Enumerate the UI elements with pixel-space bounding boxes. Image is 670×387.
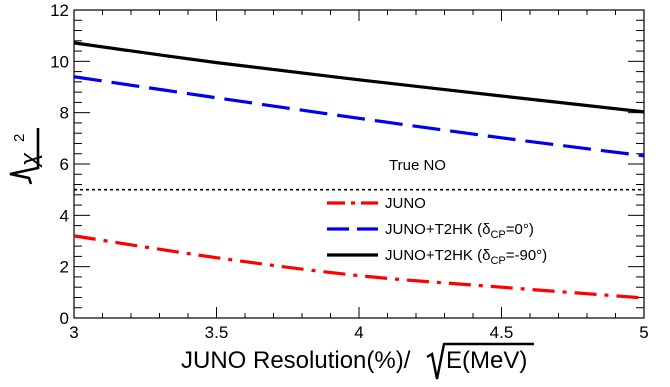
- annotation-true-no: True NO: [389, 157, 446, 174]
- x-tick-label: 4.5: [490, 323, 514, 342]
- y-tick-label: 4: [60, 206, 69, 225]
- x-tick-label: 5: [639, 323, 648, 342]
- x-axis-title-sqrt-icon: [426, 342, 534, 380]
- x-tick-label: 4: [354, 323, 363, 342]
- x-tick-label: 3.5: [205, 323, 229, 342]
- legend-label-2: JUNO+T2HK (δCP=-90°): [385, 247, 547, 267]
- x-axis-title: JUNO Resolution(%)/ E(MeV): [181, 342, 534, 380]
- y-tick-label: 6: [60, 155, 69, 174]
- x-axis-title-radicand: E(MeV): [446, 347, 527, 374]
- y-axis-title-exponent: 2: [11, 134, 28, 142]
- axes: 3 3.5 4 4.5 5 0 2 4 6 8 10 12: [50, 1, 649, 342]
- series-line-2: [73, 41, 645, 114]
- series-line-0: [73, 234, 645, 300]
- x-axis-title-prefix: JUNO Resolution(%)/: [181, 347, 411, 374]
- series-line-1: [73, 75, 645, 158]
- legend: JUNO JUNO+T2HK (δCP=0°) JUNO+T2HK (δCP=-90…: [327, 195, 547, 267]
- y-axis-title-symbol: χ: [16, 152, 43, 168]
- y-tick-label: 10: [50, 52, 69, 71]
- legend-label-1: JUNO+T2HK (δCP=0°): [385, 221, 534, 241]
- y-tick-label: 12: [50, 1, 69, 20]
- y-tick-label: 2: [60, 258, 69, 277]
- y-axis-title-sqrt-icon: [9, 128, 40, 185]
- y-tick-label: 0: [60, 309, 69, 328]
- series-layer: [73, 41, 645, 300]
- x-tick-label: 3: [69, 323, 78, 342]
- y-tick-label: 8: [60, 104, 69, 123]
- y-axis-title: χ 2: [9, 128, 43, 185]
- legend-label-0: JUNO: [385, 195, 426, 212]
